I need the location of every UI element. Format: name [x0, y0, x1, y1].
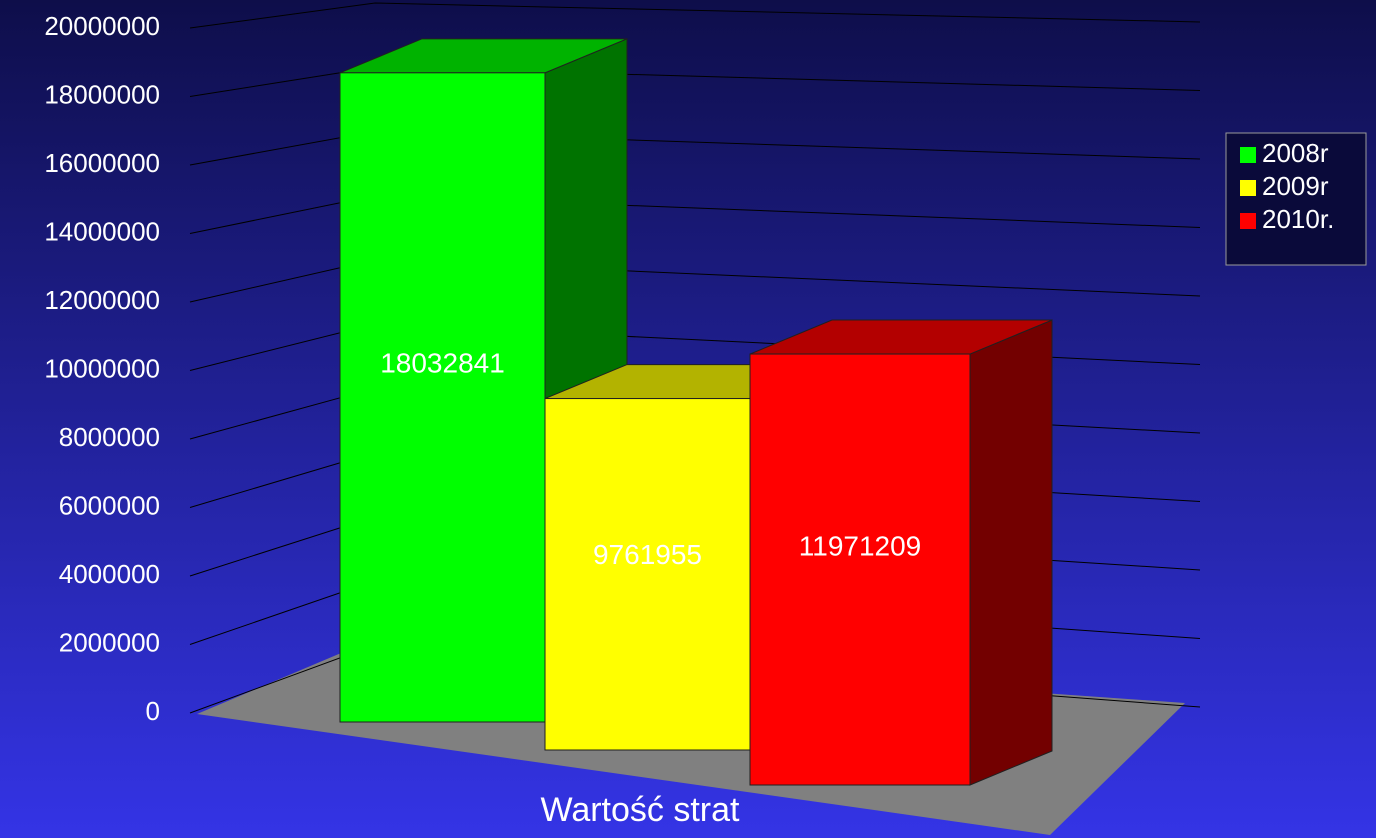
grid-line — [189, 2, 1201, 29]
bar — [339, 72, 546, 723]
data-label: 18032841 — [380, 347, 505, 378]
data-label: 11971209 — [799, 530, 922, 561]
x-axis-category: Wartość strat — [541, 791, 741, 829]
y-tick-label: 16000000 — [44, 148, 160, 178]
y-tick-label: 0 — [146, 696, 160, 726]
y-tick-label: 12000000 — [44, 285, 160, 315]
y-tick-label: 4000000 — [59, 559, 160, 589]
legend-swatch — [1240, 147, 1256, 163]
legend-swatch — [1240, 180, 1256, 196]
bar — [749, 353, 971, 786]
data-label: 9761955 — [593, 539, 702, 570]
legend-swatch — [1240, 213, 1256, 229]
y-tick-label: 10000000 — [44, 353, 160, 383]
legend-label: 2008r — [1262, 138, 1329, 168]
y-tick-label: 20000000 — [44, 11, 160, 41]
bars: 18032841 9761955 11971209 — [339, 38, 1053, 786]
bar-side — [969, 319, 1053, 786]
y-tick-label: 14000000 — [44, 216, 160, 246]
bar — [544, 398, 751, 751]
y-tick-label: 6000000 — [59, 490, 160, 520]
y-tick-label: 18000000 — [44, 79, 160, 109]
legend-label: 2010r. — [1262, 204, 1334, 234]
y-tick-label: 2000000 — [59, 627, 160, 657]
legend-label: 2009r — [1262, 171, 1329, 201]
y-tick-label: 8000000 — [59, 422, 160, 452]
